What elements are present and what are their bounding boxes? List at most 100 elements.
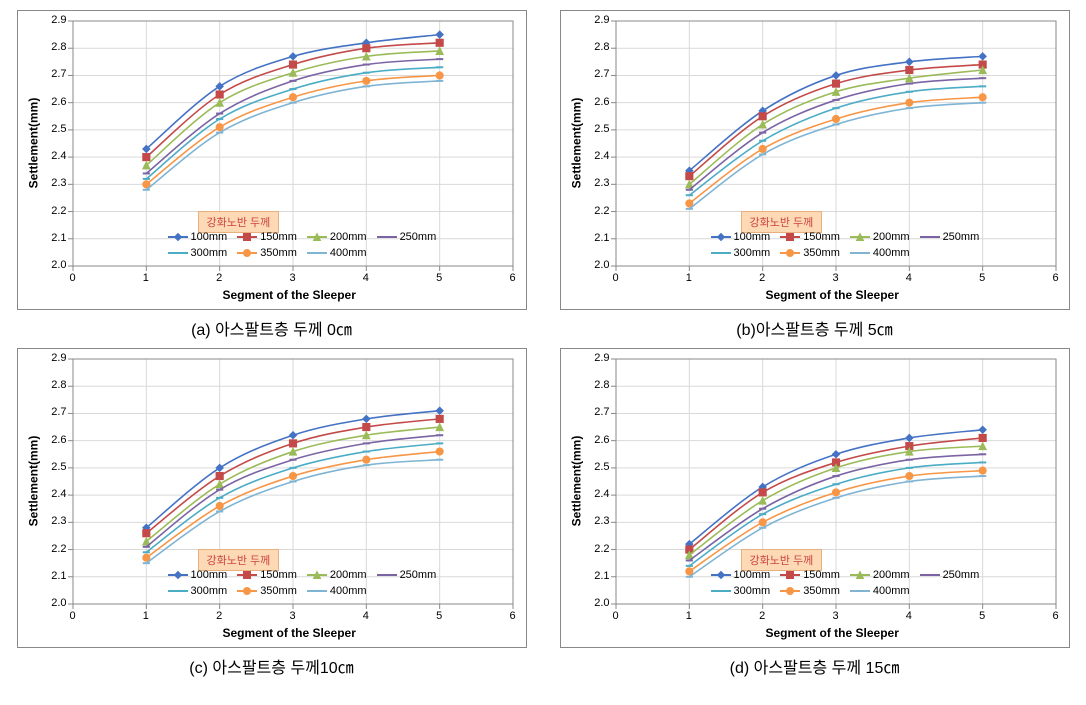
legend-label: 150mm (803, 567, 840, 583)
legend-label: 150mm (260, 567, 297, 583)
legend-item-s400: 400mm (850, 583, 910, 599)
caption-a: (a) 아스팔트층 두께 0㎝ (191, 316, 352, 340)
x-tick-label: 1 (679, 610, 699, 622)
legend-item-s350: 350mm (780, 583, 840, 599)
legend-item-s350: 350mm (237, 245, 297, 261)
x-tick-label: 5 (429, 272, 449, 284)
legend-label: 350mm (260, 583, 297, 599)
y-tick-label: 2.4 (582, 488, 610, 500)
x-tick-label: 6 (1046, 610, 1066, 622)
legend-item-s350: 350mm (237, 583, 297, 599)
y-axis-label: Settlement(mm) (26, 435, 40, 526)
x-tick-label: 6 (503, 272, 523, 284)
caption-c: (c) 아스팔트층 두께10㎝ (189, 654, 353, 678)
x-tick-label: 0 (63, 272, 83, 284)
legend-label: 400mm (873, 583, 910, 599)
y-tick-label: 2.1 (582, 232, 610, 244)
legend-label: 150mm (260, 229, 297, 245)
legend-label: 300mm (734, 583, 771, 599)
legend-label: 200mm (330, 229, 367, 245)
legend-item-s300: 300mm (168, 583, 228, 599)
y-tick-label: 2.7 (582, 406, 610, 418)
legend-label: 100mm (191, 567, 228, 583)
y-axis-label: Settlement(mm) (569, 435, 583, 526)
chart-box-a: 2.02.12.22.32.42.52.62.72.82.90123456Set… (17, 10, 527, 310)
chart-box-d: 2.02.12.22.32.42.52.62.72.82.90123456Set… (560, 348, 1070, 648)
x-tick-label: 4 (356, 610, 376, 622)
legend-label: 350mm (803, 245, 840, 261)
legend-label: 200mm (330, 567, 367, 583)
y-tick-label: 2.6 (39, 96, 67, 108)
x-tick-label: 2 (752, 610, 772, 622)
x-tick-label: 1 (136, 272, 156, 284)
y-tick-label: 2.3 (582, 515, 610, 527)
legend-item-s150: 150mm (780, 567, 840, 583)
legend-item-s250: 250mm (377, 229, 437, 245)
x-tick-label: 6 (503, 610, 523, 622)
y-tick-label: 2.5 (582, 123, 610, 135)
legend-label: 300mm (191, 583, 228, 599)
legend-label: 250mm (400, 229, 437, 245)
legend-item-s200: 200mm (850, 229, 910, 245)
caption-b: (b)아스팔트층 두께 5㎝ (736, 316, 892, 340)
y-tick-label: 2.2 (39, 543, 67, 555)
legend-label: 100mm (734, 567, 771, 583)
legend-item-s400: 400mm (307, 245, 367, 261)
panel-d: 2.02.12.22.32.42.52.62.72.82.90123456Set… (553, 348, 1076, 678)
y-axis-label: Settlement(mm) (26, 97, 40, 188)
chart-box-c: 2.02.12.22.32.42.52.62.72.82.90123456Set… (17, 348, 527, 648)
y-tick-label: 2.4 (582, 150, 610, 162)
y-tick-label: 2.3 (39, 177, 67, 189)
legend-label: 100mm (191, 229, 228, 245)
x-axis-label: Segment of the Sleeper (766, 288, 899, 302)
legend-label: 300mm (734, 245, 771, 261)
legend-item-s150: 150mm (237, 229, 297, 245)
legend-item-s400: 400mm (307, 583, 367, 599)
y-tick-label: 2.8 (582, 379, 610, 391)
legend-item-s200: 200mm (850, 567, 910, 583)
legend-item-s300: 300mm (168, 245, 228, 261)
y-tick-label: 2.6 (39, 434, 67, 446)
legend-item-s300: 300mm (711, 583, 771, 599)
legend-label: 250mm (400, 567, 437, 583)
y-tick-label: 2.7 (39, 406, 67, 418)
y-tick-label: 2.4 (39, 488, 67, 500)
legend-item-s400: 400mm (850, 245, 910, 261)
x-tick-label: 4 (899, 610, 919, 622)
x-tick-label: 0 (606, 272, 626, 284)
legend: 100mm150mm200mm250mm300mm350mm400mm (711, 567, 986, 599)
legend-label: 250mm (943, 229, 980, 245)
y-tick-label: 2.5 (39, 123, 67, 135)
x-axis-label: Segment of the Sleeper (766, 626, 899, 640)
y-tick-label: 2.9 (582, 352, 610, 364)
legend-item-s250: 250mm (920, 229, 980, 245)
y-tick-label: 2.5 (39, 461, 67, 473)
legend: 100mm 150mm 200mm 250mm 300mm 350mm 400mm (168, 229, 443, 261)
legend-label: 350mm (803, 583, 840, 599)
y-tick-label: 2.9 (39, 14, 67, 26)
panel-c: 2.02.12.22.32.42.52.62.72.82.90123456Set… (10, 348, 533, 678)
chart-grid: 2.02.12.22.32.42.52.62.72.82.90123456Set… (10, 10, 1076, 678)
legend-label: 200mm (873, 567, 910, 583)
x-tick-label: 3 (283, 272, 303, 284)
legend-label: 150mm (803, 229, 840, 245)
y-tick-label: 2.2 (39, 205, 67, 217)
legend-item-s150: 150mm (237, 567, 297, 583)
legend-label: 350mm (260, 245, 297, 261)
x-tick-label: 3 (826, 272, 846, 284)
y-tick-label: 2.8 (39, 379, 67, 391)
legend-item-s200: 200mm (307, 567, 367, 583)
y-tick-label: 2.4 (39, 150, 67, 162)
y-tick-label: 2.3 (39, 515, 67, 527)
x-tick-label: 1 (136, 610, 156, 622)
x-axis-label: Segment of the Sleeper (223, 288, 356, 302)
legend-item-s150: 150mm (780, 229, 840, 245)
x-tick-label: 1 (679, 272, 699, 284)
x-tick-label: 3 (283, 610, 303, 622)
y-tick-label: 2.2 (582, 543, 610, 555)
x-tick-label: 4 (356, 272, 376, 284)
y-tick-label: 2.1 (39, 232, 67, 244)
legend: 100mm 150mm 200mm 250mm 300mm 350mm 400mm (168, 567, 443, 599)
x-tick-label: 0 (63, 610, 83, 622)
y-tick-label: 2.3 (582, 177, 610, 189)
